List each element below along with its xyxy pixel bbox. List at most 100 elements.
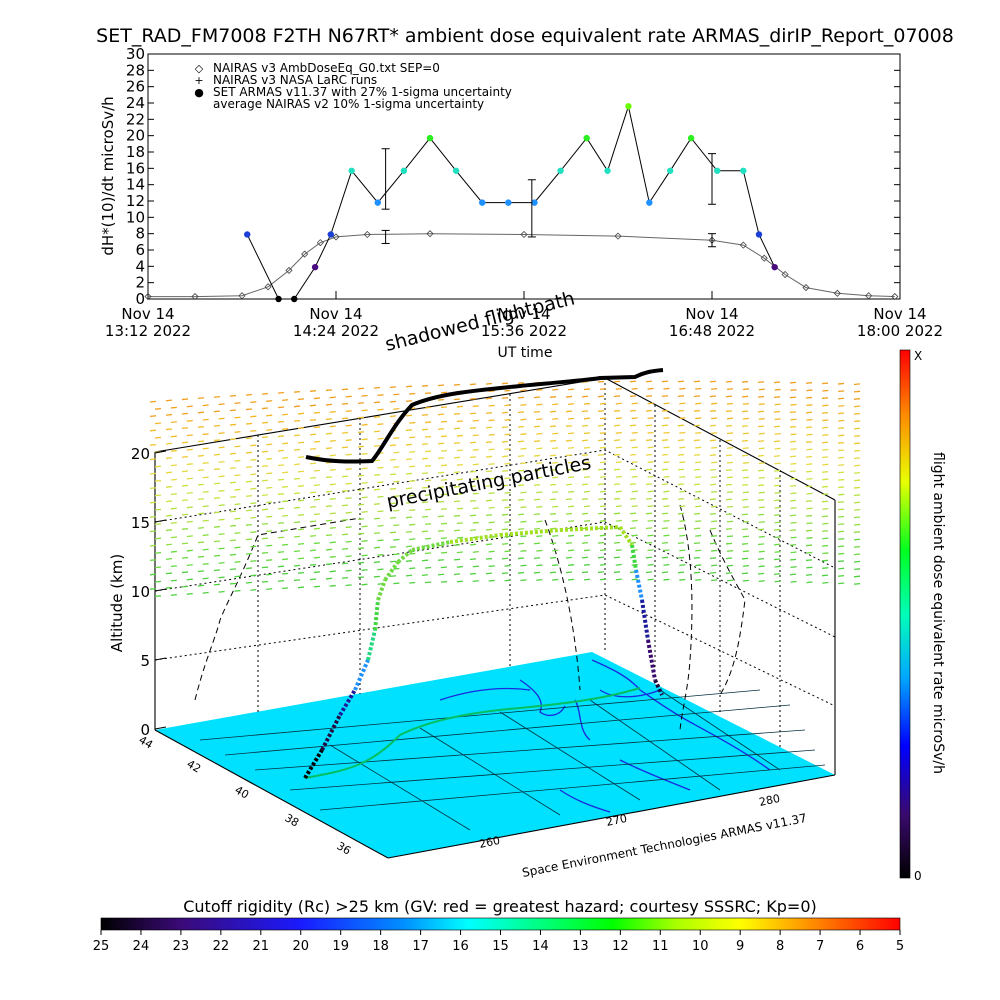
dose-hatch-mark [277,391,285,394]
dose-hatch-mark [234,589,241,592]
altitude-tick-label: 15 [131,514,150,532]
dose-hatch-mark [677,424,685,427]
dose-hatch-mark [405,429,413,432]
dose-hatch-mark [197,469,205,472]
dose-hatch-mark [218,590,225,593]
altitude-tick-label: 20 [131,445,150,463]
dose-hatch-mark [599,446,606,449]
dose-hatch-mark [373,532,381,535]
dose-hatch-mark [854,494,861,497]
dose-hatch-mark [373,546,381,549]
dose-hatch-mark [679,417,686,420]
dose-hatch-mark [663,578,670,581]
dose-hatch-mark [440,566,448,569]
dose-hatch-mark [790,448,797,450]
dose-hatch-mark [409,494,416,497]
dose-hatch-mark [645,571,653,574]
dose-hatch-mark [245,451,253,454]
dose-hatch-mark [149,487,157,490]
dose-hatch-mark [806,477,813,480]
dose-hatch-mark [742,476,749,479]
top-x-tick-label-top: Nov 14 [121,305,174,323]
dose-hatch-mark [677,395,685,398]
dose-hatch-mark [154,566,162,569]
dose-hatch-mark [504,491,511,494]
dose-hatch-mark [325,505,333,508]
dose-hatch-mark [615,490,622,493]
dose-hatch-mark [357,431,365,434]
dose-hatch-mark [229,438,237,441]
dose-hatch-mark [533,513,541,516]
dose-hatch-mark [631,417,638,420]
dose-hatch-mark [325,577,333,580]
dose-hatch-mark [709,557,717,560]
dose-hatch-mark [345,482,352,485]
dose-hatch-mark [389,516,397,519]
dose-hatch-mark [853,531,861,534]
flightpath-segment [353,659,370,691]
top-y-tick-label: 22 [126,110,145,128]
dose-hatch-mark [313,498,320,501]
dose-hatch-mark [533,425,541,428]
dose-hatch-mark [679,387,686,390]
dose-hatch-mark [661,409,669,412]
dose-hatch-mark [245,408,253,411]
flightpath-segment [449,533,501,544]
dose-hatch-mark [583,520,591,522]
dose-hatch-mark [583,534,591,537]
dose-hatch-mark [677,498,685,500]
dose-hatch-mark [597,439,605,442]
dose-hatch-mark [266,457,273,460]
top-data-marks [144,103,899,303]
dose-hatch-mark [838,552,845,555]
top-x-axis-label: UT time [498,345,553,361]
dose-hatch-mark [709,498,717,501]
dose-hatch-mark [341,388,349,391]
dose-hatch-mark [293,390,301,393]
dose-hatch-mark [501,542,509,545]
dose-hatch-mark [469,456,477,459]
dose-hatch-mark [250,458,257,461]
dose-hatch-mark [853,516,861,519]
dose-hatch-mark [313,513,320,516]
dose-hatch-mark [774,477,781,480]
dose-hatch-mark [456,493,463,495]
dose-hatch-mark [261,523,269,525]
dose-hatch-mark [186,506,193,509]
dose-hatch-mark [149,458,157,461]
dose-hatch-mark [789,381,797,384]
dose-hatch-mark [266,400,273,402]
dose-hatch-mark [282,471,289,474]
dose-hatch-mark [389,473,397,476]
dose-hatch-mark [822,507,829,510]
dose-hatch-mark [773,469,781,472]
dose-hatch-mark [568,549,575,552]
dose-hatch-mark [565,439,573,442]
dose-hatch-mark [393,567,400,570]
dose-hatch-mark [581,439,589,442]
dose-hatch-mark [293,448,301,451]
dose-hatch-mark [373,459,381,462]
dose-hatch-mark [533,454,541,457]
dose-hatch-mark [741,454,749,457]
colored-flightpath [303,525,664,780]
nairas-point [264,283,272,291]
precip-label: precipitating particles [385,452,593,513]
dose-hatch-mark [325,432,333,435]
dose-hatch-mark [170,406,177,409]
dose-hatch-mark [790,462,797,465]
dose-hatch-mark [245,523,253,526]
dose-hatch-mark [838,390,845,393]
dose-hatch-mark [757,484,765,487]
dose-hatch-mark [533,498,541,501]
dose-hatch-mark [679,520,686,522]
altitude-tick-mark [154,588,167,592]
dose-hatch-mark [409,421,416,424]
dose-hatch-mark [501,426,509,429]
dose-hatch-mark [393,582,400,585]
dose-hatch-mark [581,498,589,500]
dose-hatch-mark [568,505,575,508]
dose-hatch-mark [261,421,269,424]
dose-hatch-mark [711,490,718,493]
